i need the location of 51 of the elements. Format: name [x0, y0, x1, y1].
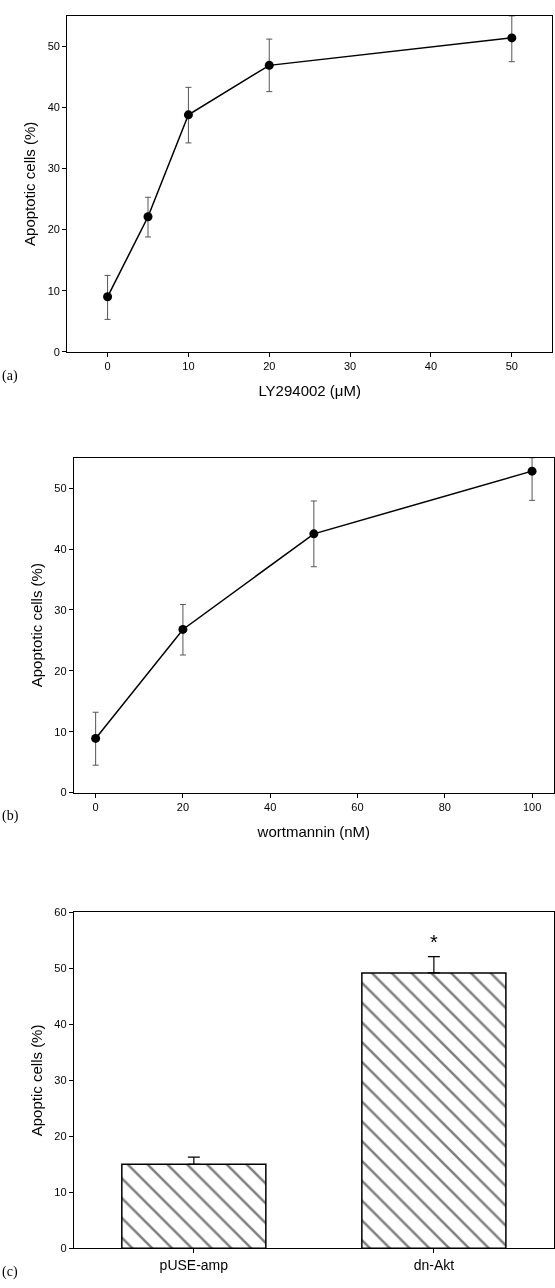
x-tick-label: dn-Akt — [413, 1257, 455, 1274]
y-tick-label: 50 — [54, 482, 67, 495]
text: (a) — [2, 368, 18, 384]
x-tick-label: 30 — [343, 359, 357, 372]
y-tick-label: 0 — [60, 786, 67, 799]
text: (b) — [2, 808, 19, 824]
y-axis-title: Apoptic cells (%) — [27, 1024, 45, 1137]
y-tick-label: 50 — [47, 40, 60, 53]
x-tick-label: 20 — [263, 359, 276, 372]
y-tick-label: 60 — [54, 906, 67, 919]
x-tick-label: 0 — [104, 359, 111, 372]
x-axis-title: LY294002 (μM) — [258, 381, 361, 399]
y-tick-label: 40 — [54, 1018, 67, 1031]
text: (c) — [2, 1264, 18, 1280]
x-tick-label: 40 — [264, 800, 277, 813]
y-tick-label: 20 — [54, 664, 67, 677]
point — [507, 33, 517, 43]
x-tick-label: 60 — [351, 800, 364, 813]
x-tick-label: 100 — [522, 800, 542, 813]
x-tick-label: 10 — [182, 359, 195, 372]
y-tick-label: 40 — [47, 101, 60, 114]
annotation: * — [430, 931, 438, 953]
point — [91, 733, 101, 743]
y-tick-label: 50 — [54, 962, 67, 975]
point — [143, 212, 153, 222]
y-tick-label: 0 — [53, 345, 60, 358]
x-tick-label: 0 — [92, 800, 99, 813]
x-tick-label: 40 — [424, 359, 438, 372]
y-tick-label: 20 — [54, 1130, 67, 1143]
y-tick-label: 0 — [60, 1242, 67, 1255]
y-tick-label: 40 — [54, 542, 67, 555]
y-tick-label: 30 — [54, 603, 67, 616]
point — [264, 60, 274, 70]
point — [309, 529, 319, 539]
y-axis-title: Apoptotic cells (%) — [27, 563, 45, 688]
x-tick-label: 80 — [438, 800, 451, 813]
point — [103, 292, 113, 302]
y-tick-label: 10 — [54, 1186, 67, 1199]
x-tick-label: pUSE-amp — [159, 1257, 229, 1274]
y-tick-label: 30 — [54, 1074, 67, 1087]
y-tick-label: 30 — [47, 162, 60, 175]
y-tick-label: 20 — [47, 223, 60, 236]
point — [183, 110, 193, 120]
y-axis-title: Apoptotic cells (%) — [20, 121, 38, 246]
y-tick-label: 10 — [47, 284, 60, 297]
x-axis-title: wortmannin (nM) — [256, 822, 371, 840]
x-tick-label: 20 — [176, 800, 190, 813]
y-tick-label: 10 — [54, 725, 67, 738]
x-tick-label: 50 — [505, 359, 518, 372]
point — [527, 466, 537, 476]
point — [178, 624, 188, 634]
